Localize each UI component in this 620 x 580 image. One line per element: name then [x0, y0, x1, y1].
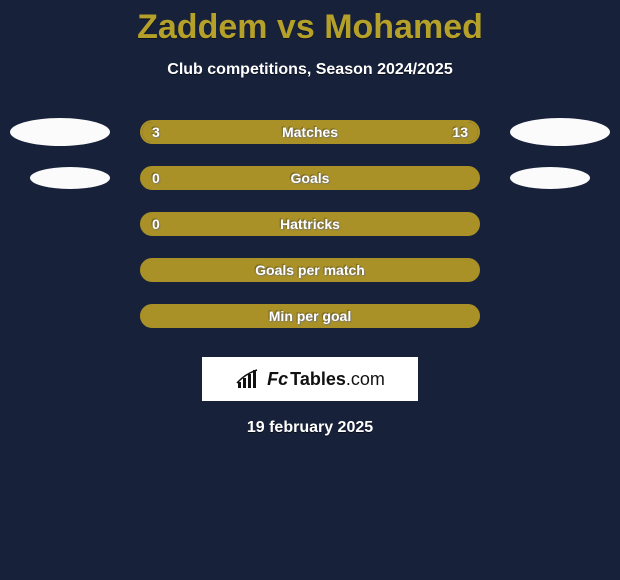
stat-label-matches: Matches — [142, 122, 478, 142]
stat-row-goals: 0 Goals — [0, 155, 620, 201]
avatar-left-placeholder — [30, 167, 110, 189]
stat-label-goals-per-match: Goals per match — [142, 260, 478, 280]
stat-bar-goals: 0 Goals — [140, 166, 480, 190]
stat-row-matches: 3 Matches 13 — [0, 109, 620, 155]
stat-bars: 3 Matches 13 0 Goals 0 Hattricks — [0, 109, 620, 339]
logo-text-mid: Tables — [290, 369, 346, 390]
date-text: 19 february 2025 — [0, 419, 620, 437]
stat-bar-goals-per-match: Goals per match — [140, 258, 480, 282]
avatar-right-placeholder — [510, 118, 610, 146]
bar-chart-icon — [235, 368, 261, 390]
logo-text-fc: Fc — [267, 369, 288, 390]
stat-bar-hattricks: 0 Hattricks — [140, 212, 480, 236]
avatar-left-placeholder — [10, 118, 110, 146]
stat-label-min-per-goal: Min per goal — [142, 306, 478, 326]
stat-bar-matches: 3 Matches 13 — [140, 120, 480, 144]
subtitle: Club competitions, Season 2024/2025 — [0, 61, 620, 79]
stat-row-min-per-goal: Min per goal — [0, 293, 620, 339]
avatar-right-placeholder — [510, 167, 590, 189]
logo-text-dom: .com — [346, 369, 385, 390]
stat-right-value-matches: 13 — [452, 122, 468, 142]
logo-box: Fc Tables .com — [202, 357, 418, 401]
stat-row-hattricks: 0 Hattricks — [0, 201, 620, 247]
logo-text: Fc Tables .com — [267, 369, 385, 390]
stat-label-hattricks: Hattricks — [142, 214, 478, 234]
stat-label-goals: Goals — [142, 168, 478, 188]
page-title: Zaddem vs Mohamed — [0, 0, 620, 47]
comparison-infographic: Zaddem vs Mohamed Club competitions, Sea… — [0, 0, 620, 580]
stat-row-goals-per-match: Goals per match — [0, 247, 620, 293]
stat-bar-min-per-goal: Min per goal — [140, 304, 480, 328]
